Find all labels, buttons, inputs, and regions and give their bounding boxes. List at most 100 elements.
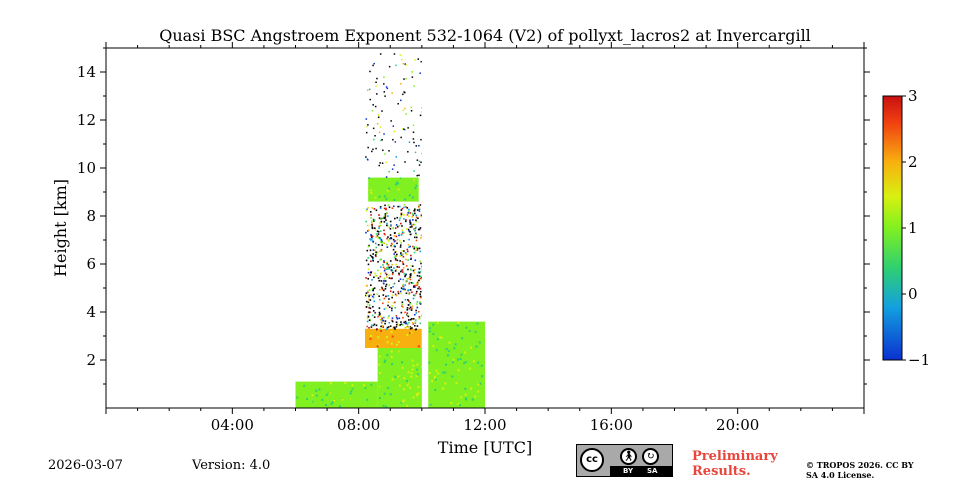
heatmap-pixel xyxy=(389,290,392,293)
heatmap-pixel xyxy=(396,225,399,228)
heatmap-pixel xyxy=(372,127,375,130)
heatmap-pixel xyxy=(412,219,414,221)
x-tick-label: 12:00 xyxy=(463,416,506,434)
heatmap-pixel xyxy=(457,403,460,406)
heatmap-pixel xyxy=(369,337,372,340)
heatmap-pixel xyxy=(379,372,382,375)
heatmap-pixel xyxy=(378,227,380,229)
heatmap-pixel xyxy=(400,321,402,323)
heatmap-pixel xyxy=(411,265,414,268)
heatmap-pixel xyxy=(321,393,324,396)
heatmap-pixel xyxy=(400,361,403,364)
heatmap-pixel xyxy=(405,265,408,267)
heatmap-pixel xyxy=(404,161,406,163)
heatmap-region-1 xyxy=(377,348,429,408)
heatmap-pixel xyxy=(398,384,401,387)
heatmap-pixel xyxy=(386,243,388,246)
heatmap-pixel xyxy=(306,397,309,400)
heatmap-pixel xyxy=(460,323,463,326)
heatmap-pixel xyxy=(379,53,382,55)
heatmap-pixel xyxy=(415,309,417,312)
heatmap-pixel xyxy=(389,234,392,236)
footer-version: Version: 4.0 xyxy=(192,458,271,473)
heatmap-pixel xyxy=(403,289,405,291)
heatmap-pixel xyxy=(395,268,397,271)
heatmap-pixel xyxy=(474,334,477,337)
heatmap-pixel xyxy=(379,222,381,224)
heatmap-pixel xyxy=(388,226,391,229)
heatmap-pixel xyxy=(416,301,419,303)
heatmap-pixel xyxy=(410,264,413,267)
heatmap-pixel xyxy=(418,144,420,147)
heatmap-pixel xyxy=(464,344,467,347)
heatmap-pixel xyxy=(416,325,419,327)
heatmap-pixel xyxy=(369,274,372,276)
heatmap-pixel xyxy=(374,274,377,277)
heatmap-pixel xyxy=(394,251,397,254)
colorbar-tick-label: 1 xyxy=(908,219,918,237)
heatmap-pixel xyxy=(419,296,422,299)
heatmap-pixel xyxy=(392,291,395,293)
heatmap-pixel xyxy=(419,250,422,253)
heatmap-pixel xyxy=(383,232,386,235)
heatmap-pixel xyxy=(399,290,402,293)
heatmap-pixel xyxy=(409,386,412,389)
heatmap-pixel xyxy=(378,195,381,198)
heatmap-pixel xyxy=(412,335,415,338)
cc-license-badge: cc 🚶︎ ↻ BY SA xyxy=(576,444,673,477)
heatmap-pixel xyxy=(394,217,396,220)
heatmap-pixel xyxy=(369,329,372,332)
heatmap-pixel xyxy=(414,248,417,250)
heatmap-pixel xyxy=(367,291,369,294)
heatmap-pixel xyxy=(384,320,387,322)
heatmap-pixel xyxy=(401,269,404,271)
heatmap-pixel xyxy=(406,214,409,216)
heatmap-pixel xyxy=(475,345,478,348)
y-tick-label: 4 xyxy=(86,303,96,321)
heatmap-pixel xyxy=(385,283,388,286)
heatmap-pixel xyxy=(415,214,418,217)
heatmap-pixel xyxy=(390,237,393,240)
heatmap-pixel xyxy=(406,253,408,256)
heatmap-pixel xyxy=(406,250,409,253)
heatmap-pixel xyxy=(390,342,393,345)
heatmap-pixel xyxy=(410,233,413,235)
heatmap-pixel xyxy=(439,336,442,339)
heatmap-pixel xyxy=(377,230,380,233)
heatmap-pixel xyxy=(413,313,416,316)
heatmap-pixel xyxy=(379,275,382,278)
heatmap-pixel xyxy=(400,270,402,273)
heatmap-pixel xyxy=(409,289,412,291)
data-gap-0 xyxy=(421,48,429,408)
heatmap-pixel xyxy=(379,318,382,321)
heatmap-pixel xyxy=(321,398,324,401)
heatmap-pixel xyxy=(410,338,413,341)
heatmap-pixel xyxy=(400,287,403,289)
heatmap-pixel xyxy=(370,235,373,238)
heatmap-pixel xyxy=(419,392,422,395)
heatmap-noise-pixels xyxy=(296,48,485,408)
heatmap-pixel xyxy=(406,404,409,407)
heatmap-pixel xyxy=(391,277,393,280)
heatmap-pixel xyxy=(461,357,464,360)
heatmap-pixel xyxy=(404,320,407,323)
heatmap-pixel xyxy=(375,393,378,396)
heatmap-pixel xyxy=(470,336,473,339)
heatmap-pixel xyxy=(386,246,389,248)
heatmap-pixel xyxy=(407,304,410,306)
heatmap-pixel xyxy=(383,133,385,135)
heatmap-pixel xyxy=(407,299,409,301)
heatmap-regions xyxy=(295,177,485,408)
heatmap-pixel xyxy=(396,259,399,262)
heatmap-pixel xyxy=(386,189,389,192)
heatmap-pixel xyxy=(398,350,401,353)
heatmap-pixel xyxy=(387,295,389,297)
heatmap-pixel xyxy=(365,259,368,262)
heatmap-pixel xyxy=(366,303,369,306)
heatmap-pixel xyxy=(454,348,457,351)
heatmap-pixel xyxy=(477,390,480,393)
heatmap-pixel xyxy=(365,231,367,234)
heatmap-pixel xyxy=(311,394,314,397)
heatmap-pixel xyxy=(400,82,402,85)
heatmap-pixel xyxy=(394,328,396,330)
